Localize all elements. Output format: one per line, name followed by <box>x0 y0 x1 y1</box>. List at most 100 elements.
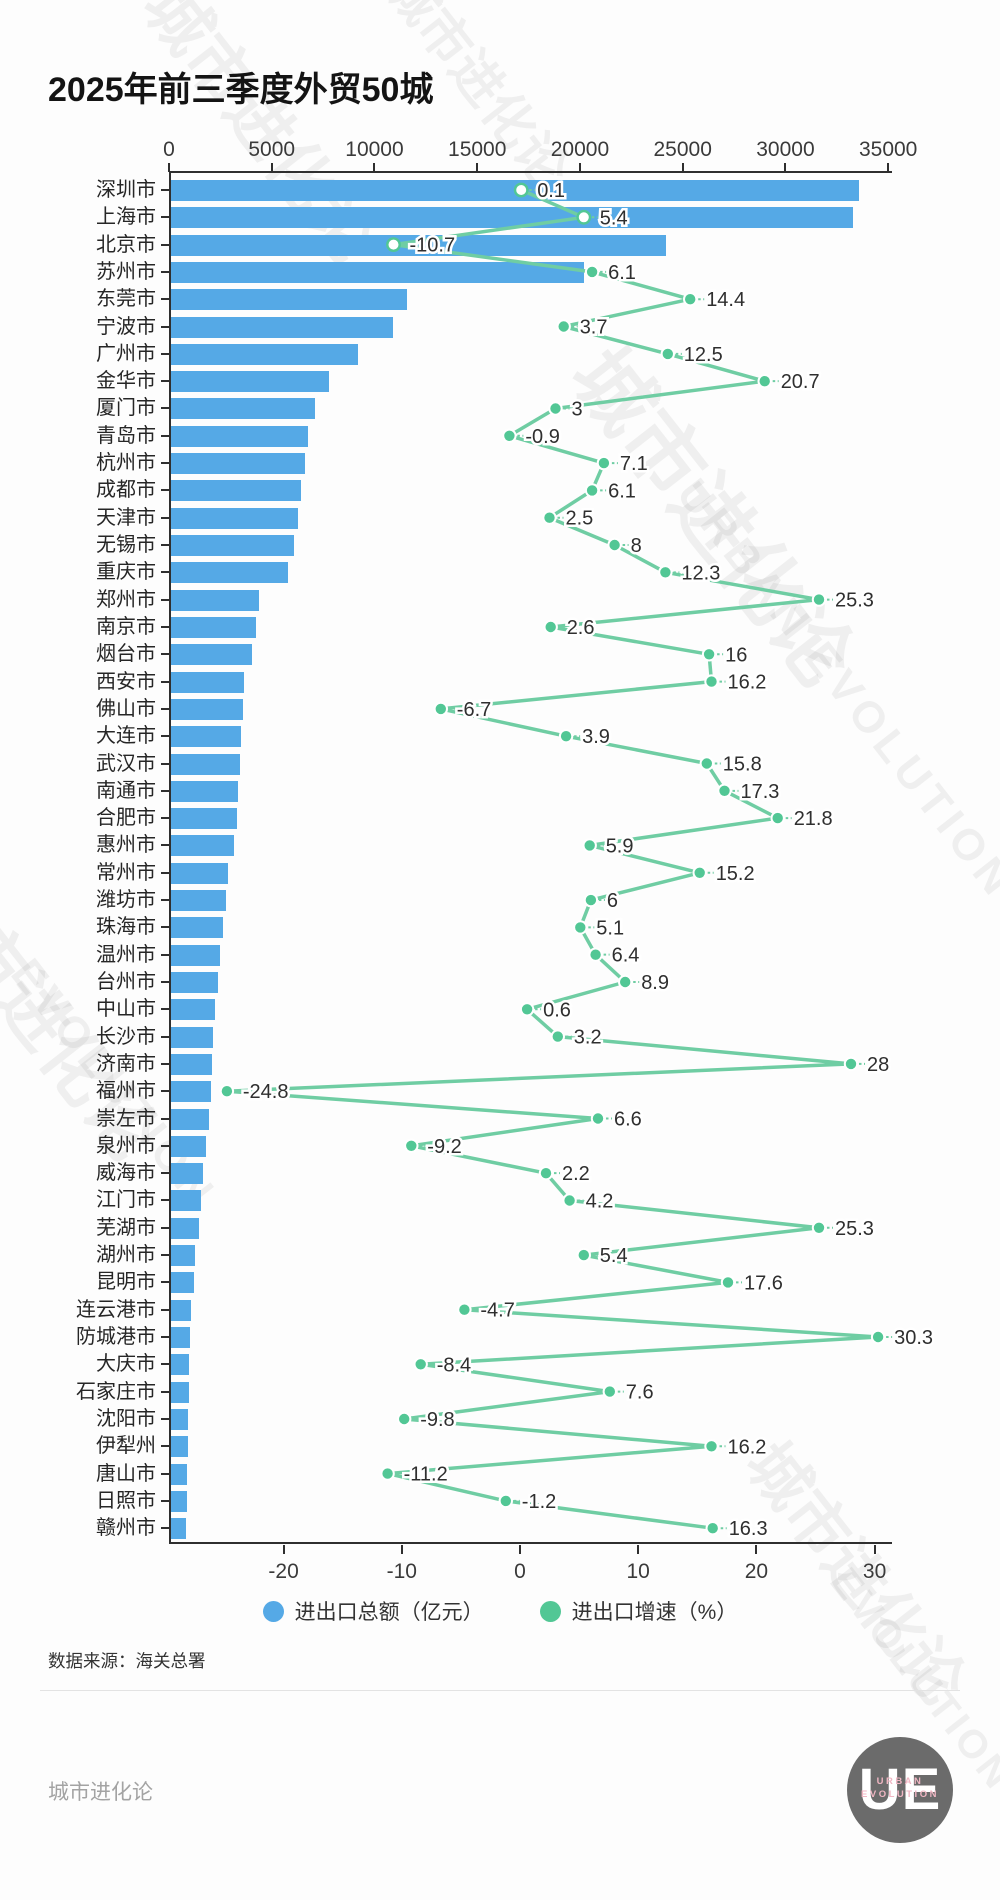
growth-dot <box>583 892 599 908</box>
growth-value-label: 17.6 <box>744 1272 783 1294</box>
bar <box>171 917 223 939</box>
top-axis-line <box>169 171 892 173</box>
bar <box>171 944 220 966</box>
growth-value-label: -9.2 <box>427 1136 461 1158</box>
row-tick <box>161 1336 169 1339</box>
row-tick <box>161 1172 169 1175</box>
bottom-axis-tick-label: 30 <box>862 1560 887 1583</box>
row-tick <box>161 544 169 547</box>
growth-value-label: 2.5 <box>566 508 594 530</box>
bar <box>171 1217 199 1239</box>
ue-logo: UE URBAN EVOLUTION <box>847 1737 953 1843</box>
growth-dot <box>720 1275 736 1290</box>
bottom-axis-tick-label: -10 <box>386 1560 417 1583</box>
city-label: 济南市 <box>96 1052 156 1075</box>
bar <box>171 1436 188 1458</box>
bar <box>171 1163 203 1185</box>
growth-dot <box>699 756 714 771</box>
growth-dot <box>404 1138 419 1154</box>
growth-value-label: -0.9 <box>525 426 559 448</box>
bar <box>171 780 238 802</box>
growth-dot <box>701 647 717 662</box>
legend-bar-label: 进出口总额（亿元） <box>294 1601 484 1624</box>
growth-value-label: 6.1 <box>608 262 636 284</box>
growth-value-label: 5.4 <box>600 1245 628 1267</box>
bar <box>171 999 215 1021</box>
row-tick <box>161 871 169 874</box>
growth-dot <box>717 783 732 798</box>
city-label: 湖州市 <box>96 1244 156 1267</box>
growth-value-label: -6.7 <box>457 699 491 721</box>
growth-value-label: 5.4 <box>600 207 628 229</box>
growth-dot <box>558 729 574 744</box>
city-label: 日照市 <box>96 1489 156 1512</box>
top-axis-tick-label: 0 <box>163 138 175 161</box>
growth-dot <box>658 565 673 580</box>
growth-dot <box>542 510 557 525</box>
city-label: 深圳市 <box>96 179 156 201</box>
row-tick <box>161 1417 169 1420</box>
city-label: 石家庄市 <box>76 1380 156 1403</box>
growth-dot <box>538 1166 554 1181</box>
bar <box>171 644 252 666</box>
bottom-axis-tick <box>755 1545 758 1554</box>
growth-dot <box>590 1111 606 1126</box>
bottom-axis-tick-label: 20 <box>744 1560 769 1583</box>
row-tick <box>161 1363 169 1366</box>
city-label: 长沙市 <box>96 1025 156 1048</box>
ue-logo-word-2: EVOLUTION <box>861 1789 939 1800</box>
growth-value-label: 8 <box>631 535 642 557</box>
city-label: 泉州市 <box>96 1134 156 1157</box>
city-label: 江门市 <box>96 1189 156 1212</box>
growth-value-label: 16.2 <box>728 1436 767 1458</box>
city-label: 惠州市 <box>96 834 156 857</box>
bar <box>171 453 305 475</box>
growth-value-label: 6.4 <box>612 945 640 967</box>
row-tick <box>161 1281 169 1284</box>
row-tick <box>161 1226 169 1229</box>
bar <box>171 180 859 201</box>
growth-value-label: 5.1 <box>596 917 624 939</box>
city-label: 上海市 <box>96 206 156 229</box>
bottom-axis-tick <box>400 1545 403 1554</box>
growth-dot <box>811 592 827 607</box>
growth-value-label: -10.7 <box>410 235 456 257</box>
bar <box>171 289 407 311</box>
bar <box>171 671 244 693</box>
bar <box>171 316 393 338</box>
row-tick <box>161 407 169 410</box>
growth-value-label: 30.3 <box>894 1327 933 1349</box>
footer-divider <box>40 1690 960 1691</box>
city-label: 北京市 <box>96 233 156 256</box>
bar <box>171 1299 191 1321</box>
growth-value-label: 16 <box>725 644 747 666</box>
watermark-cn: 城市进化论 <box>0 850 173 1175</box>
watermark-en: URBAN EVOLUTION <box>667 470 1000 909</box>
city-label: 烟台市 <box>96 643 156 666</box>
bar <box>171 1463 187 1485</box>
bar <box>171 1190 201 1212</box>
legend-item-line: 进出口增速（%） <box>539 1596 737 1626</box>
ue-logo-initials: UE <box>858 1757 942 1822</box>
bar <box>171 425 308 447</box>
growth-dot <box>602 1384 617 1399</box>
growth-dot <box>770 810 785 826</box>
bar <box>171 1381 189 1403</box>
growth-dot <box>683 292 698 307</box>
city-label: 崇左市 <box>96 1107 156 1130</box>
city-label: 伊犁州 <box>96 1435 156 1458</box>
growth-dot <box>513 182 529 198</box>
bar <box>171 261 584 283</box>
top-axis-tick-label: 35000 <box>858 138 918 161</box>
growth-value-label: 16.3 <box>729 1518 768 1540</box>
growth-value-label: 8.9 <box>641 972 669 994</box>
city-label: 宁波市 <box>96 315 156 338</box>
growth-value-label: 14.4 <box>706 289 745 311</box>
city-label: 西安市 <box>96 670 156 693</box>
growth-dot <box>618 974 633 990</box>
row-tick <box>161 189 169 191</box>
row-tick <box>161 1527 169 1530</box>
growth-dot <box>519 1002 535 1017</box>
bar <box>171 698 243 720</box>
